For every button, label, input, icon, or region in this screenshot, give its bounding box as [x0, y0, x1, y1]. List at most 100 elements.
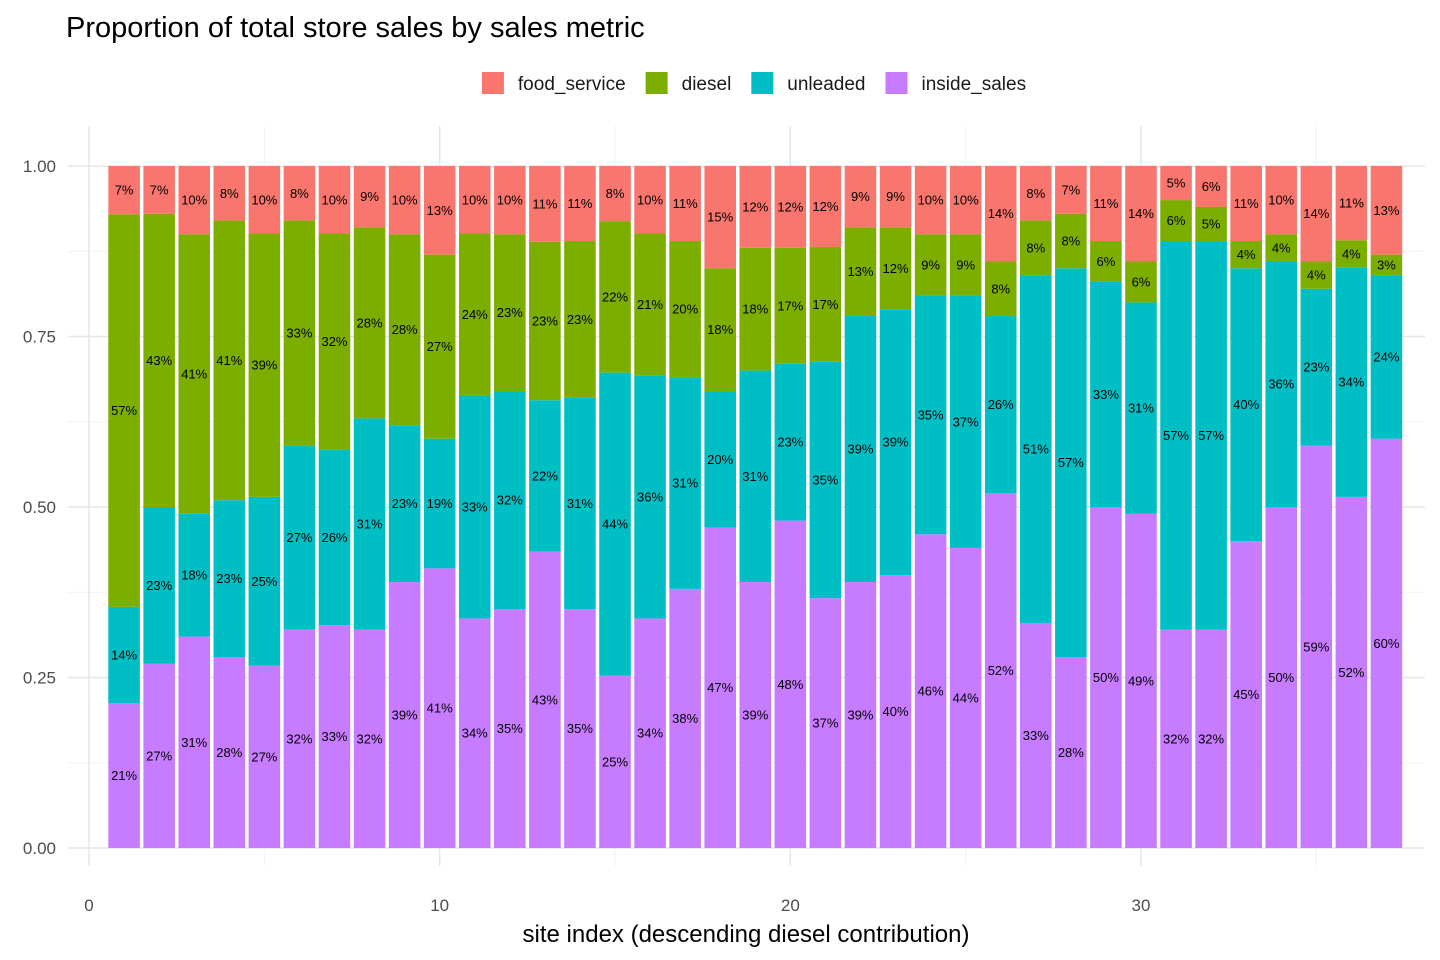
- label-food-service-33: 11%: [1234, 196, 1259, 211]
- label-inside-sales-30: 49%: [1128, 673, 1154, 688]
- bar-unleaded-28: [1055, 268, 1087, 658]
- label-inside-sales-15: 25%: [602, 754, 628, 769]
- label-inside-sales-27: 33%: [1023, 728, 1049, 743]
- bar-inside-sales-29: [1090, 507, 1122, 848]
- bar-inside-sales-17: [669, 588, 701, 848]
- label-food-service-3: 10%: [181, 193, 207, 208]
- bar-unleaded-19: [739, 370, 772, 583]
- bar-food-service-28: [1055, 166, 1087, 214]
- label-inside-sales-31: 32%: [1163, 731, 1189, 746]
- label-diesel-1: 57%: [111, 403, 137, 418]
- label-diesel-35: 4%: [1307, 268, 1326, 283]
- bar-unleaded-36: [1335, 267, 1368, 497]
- label-food-service-24: 10%: [918, 193, 944, 208]
- label-diesel-31: 6%: [1167, 213, 1186, 228]
- bar-unleaded-5: [248, 496, 281, 666]
- bar-diesel-13: [529, 241, 561, 401]
- label-unleaded-6: 27%: [286, 530, 312, 545]
- bar-inside-sales-8: [353, 629, 386, 848]
- label-inside-sales-26: 52%: [988, 663, 1014, 678]
- label-food-service-37: 13%: [1373, 203, 1399, 218]
- bar-inside-sales-1: [108, 703, 140, 848]
- bar-unleaded-20: [774, 363, 807, 521]
- bar-inside-sales-32: [1195, 629, 1227, 848]
- bar-unleaded-18: [704, 391, 736, 528]
- label-food-service-30: 14%: [1128, 206, 1154, 221]
- label-diesel-3: 41%: [181, 367, 207, 382]
- x-tick-label: 10: [430, 896, 449, 915]
- label-diesel-17: 20%: [672, 302, 698, 317]
- bar-inside-sales-15: [599, 675, 631, 848]
- bar-inside-sales-3: [178, 636, 211, 848]
- label-unleaded-28: 57%: [1058, 455, 1084, 470]
- label-inside-sales-22: 39%: [847, 708, 873, 723]
- legend-label-unleaded: unleaded: [787, 74, 865, 95]
- bar-food-service-23: [879, 166, 912, 228]
- bar-food-service-12: [494, 166, 526, 235]
- bar-diesel-27: [1020, 220, 1052, 276]
- bar-inside-sales-21: [809, 598, 842, 848]
- bar-diesel-36: [1335, 240, 1368, 268]
- label-inside-sales-1: 21%: [111, 768, 137, 783]
- label-food-service-21: 12%: [812, 199, 838, 214]
- label-food-service-32: 6%: [1202, 179, 1221, 194]
- label-food-service-10: 13%: [427, 203, 453, 218]
- bar-diesel-32: [1195, 206, 1227, 242]
- label-inside-sales-16: 34%: [637, 726, 663, 741]
- label-inside-sales-7: 33%: [321, 729, 347, 744]
- label-inside-sales-24: 46%: [918, 684, 944, 699]
- bar-food-service-1: [108, 166, 140, 215]
- label-unleaded-4: 23%: [216, 571, 242, 586]
- bar-unleaded-22: [844, 316, 877, 583]
- bar-inside-sales-20: [774, 520, 807, 848]
- label-unleaded-29: 33%: [1093, 387, 1119, 402]
- label-inside-sales-14: 35%: [567, 721, 593, 736]
- label-inside-sales-12: 35%: [497, 721, 523, 736]
- label-diesel-15: 22%: [602, 289, 628, 304]
- bar-inside-sales-11: [458, 618, 491, 848]
- bar-unleaded-8: [353, 418, 386, 630]
- label-diesel-27: 8%: [1026, 240, 1045, 255]
- bar-diesel-29: [1090, 241, 1122, 282]
- bar-unleaded-7: [318, 449, 351, 626]
- legend-label-food-service: food_service: [518, 74, 626, 95]
- label-diesel-11: 24%: [462, 307, 488, 322]
- y-tick-label: 0.75: [23, 328, 56, 347]
- bar-inside-sales-10: [423, 568, 456, 848]
- label-inside-sales-17: 38%: [672, 711, 698, 726]
- bar-diesel-21: [809, 247, 842, 362]
- bar-inside-sales-31: [1160, 629, 1192, 848]
- bar-diesel-15: [599, 221, 631, 373]
- bar-food-service-19: [739, 166, 772, 248]
- x-tick-label: 0: [84, 896, 93, 915]
- label-inside-sales-13: 43%: [532, 692, 558, 707]
- bar-food-service-16: [634, 166, 666, 234]
- bar-inside-sales-6: [283, 629, 316, 848]
- bar-unleaded-13: [529, 400, 561, 552]
- bar-inside-sales-35: [1300, 445, 1333, 848]
- label-unleaded-36: 34%: [1338, 375, 1364, 390]
- bar-diesel-20: [774, 247, 807, 364]
- label-diesel-36: 4%: [1342, 246, 1361, 261]
- bar-diesel-2: [143, 213, 175, 508]
- label-food-service-9: 10%: [392, 193, 418, 208]
- label-food-service-4: 8%: [220, 186, 239, 201]
- bar-diesel-23: [879, 227, 912, 310]
- label-diesel-2: 43%: [146, 353, 172, 368]
- bar-inside-sales-19: [739, 582, 772, 848]
- label-food-service-14: 11%: [567, 196, 592, 211]
- label-unleaded-11: 33%: [462, 500, 488, 515]
- label-food-service-34: 10%: [1268, 193, 1294, 208]
- label-inside-sales-28: 28%: [1058, 745, 1084, 760]
- label-diesel-26: 8%: [991, 281, 1010, 296]
- bar-inside-sales-25: [949, 547, 982, 848]
- label-diesel-32: 5%: [1202, 216, 1221, 231]
- legend-key-unleaded: [751, 72, 774, 94]
- legend-key-food-service: [481, 72, 504, 94]
- bar-food-service-36: [1335, 166, 1368, 241]
- label-diesel-34: 4%: [1272, 240, 1291, 255]
- bar-unleaded-21: [809, 361, 842, 599]
- label-diesel-30: 6%: [1132, 274, 1151, 289]
- bar-inside-sales-30: [1125, 513, 1157, 848]
- bar-food-service-6: [283, 166, 316, 221]
